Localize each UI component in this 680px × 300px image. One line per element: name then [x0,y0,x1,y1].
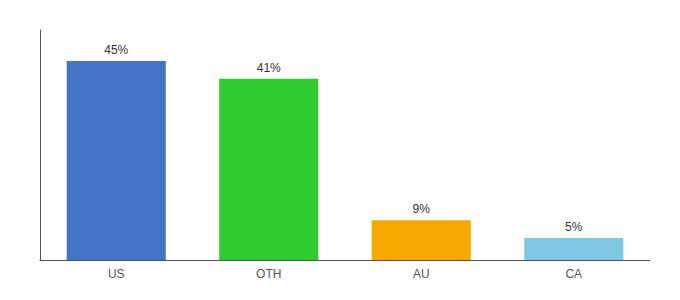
svg-text:45%: 45% [104,43,128,57]
svg-text:5%: 5% [565,220,583,234]
svg-text:41%: 41% [257,61,281,75]
svg-text:9%: 9% [413,202,431,216]
svg-text:US: US [108,267,125,281]
svg-text:CA: CA [565,267,582,281]
svg-text:OTH: OTH [256,267,281,281]
svg-text:AU: AU [413,267,430,281]
